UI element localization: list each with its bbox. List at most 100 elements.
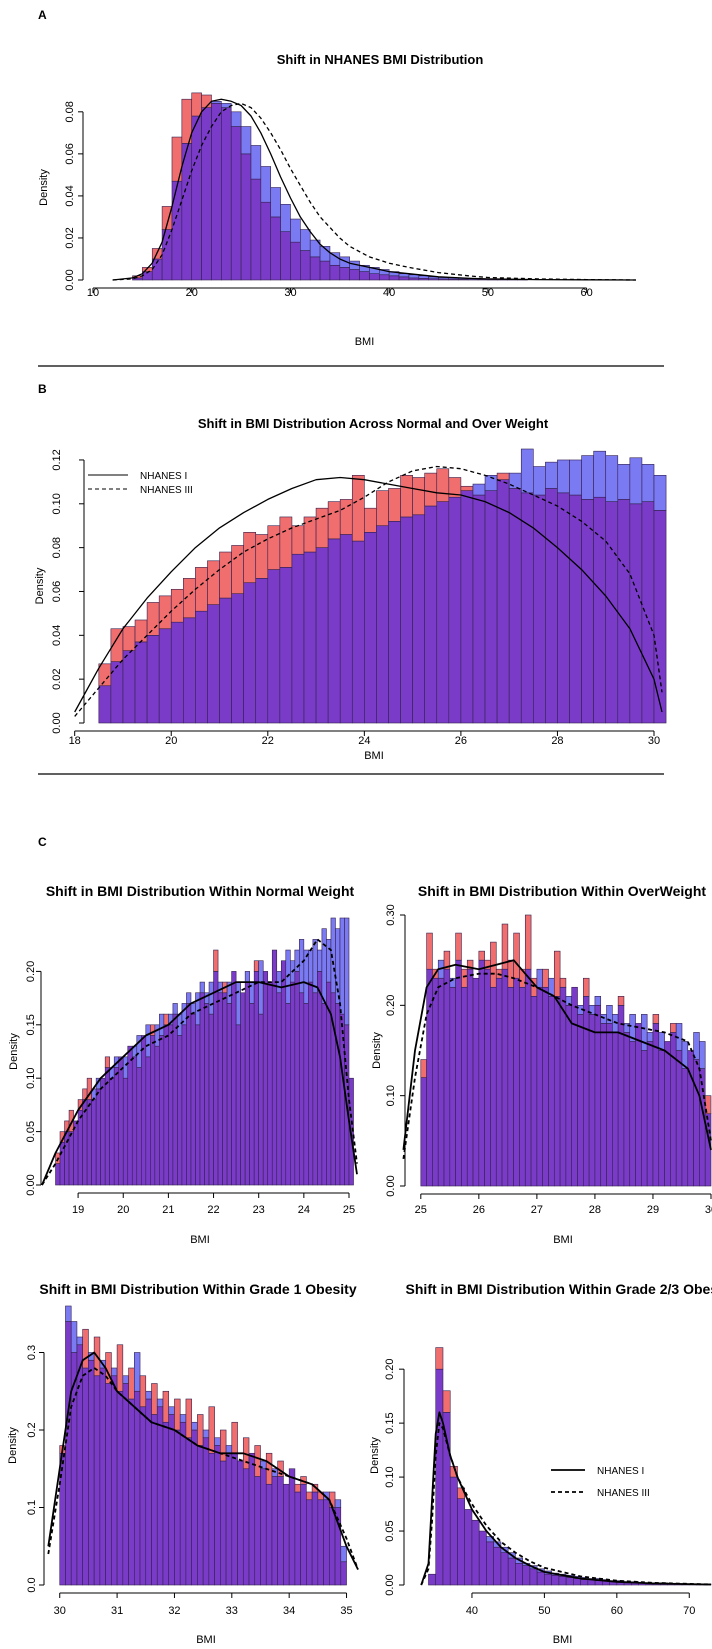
bar-nhanes3-excess <box>594 995 602 1006</box>
bar-overlap <box>253 971 259 1186</box>
y-tick-label: 0.0 <box>26 1577 38 1592</box>
bar-overlap <box>225 1452 233 1586</box>
bar-overlap <box>629 503 643 724</box>
bar-nhanes1-excess <box>426 932 433 970</box>
bar-overlap <box>162 1421 170 1586</box>
bar-nhanes3-excess <box>122 1375 129 1384</box>
bar-overlap <box>664 1041 671 1187</box>
bar-overlap <box>100 1077 106 1186</box>
bar-overlap <box>507 986 514 1187</box>
bar-overlap <box>255 578 269 724</box>
x-axis: 40 50 60 70 <box>466 1592 695 1617</box>
bar-nhanes3-excess <box>593 450 607 498</box>
bar-overlap <box>122 1077 129 1186</box>
bar-overlap <box>558 1576 567 1586</box>
x-tick-label: 33 <box>226 1605 238 1617</box>
bar-overlap <box>197 1445 204 1586</box>
bar-overlap <box>242 1468 250 1586</box>
x-axis: 30 31 32 33 34 35 <box>54 1592 353 1617</box>
y-axis: 0.00 0.02 0.04 0.06 0.08 <box>64 101 84 291</box>
bar-nhanes1-excess <box>279 516 293 568</box>
bar-nhanes3-excess <box>70 1321 78 1353</box>
bar-overlap <box>437 977 445 1187</box>
bar-nhanes3-excess <box>240 126 252 155</box>
bar-overlap <box>522 1565 531 1586</box>
bar-nhanes3-excess <box>321 928 327 1004</box>
bar-overlap <box>95 1088 101 1186</box>
x-tick-label: 27 <box>531 1204 543 1216</box>
bar-nhanes3-excess <box>329 252 341 266</box>
bar-overlap <box>319 260 331 281</box>
bar-overlap <box>219 597 232 724</box>
bar-overlap <box>270 216 281 281</box>
y-tick-label: 0.15 <box>384 1412 396 1433</box>
bar-nhanes1-excess <box>134 619 148 643</box>
bar-overlap <box>154 1045 160 1186</box>
bar-nhanes1-excess <box>400 475 413 518</box>
x-axis: 19 20 21 22 23 24 25 <box>72 1192 355 1216</box>
bar-overlap <box>208 1013 214 1186</box>
x-tick-label: 28 <box>589 1204 601 1216</box>
bar-overlap <box>600 1023 607 1187</box>
bar-nhanes3-excess <box>179 1414 187 1423</box>
bar-overlap <box>580 1579 589 1586</box>
bar-nhanes3-excess <box>646 1032 654 1042</box>
bar-overlap <box>98 685 112 724</box>
bar-nhanes3-excess <box>76 1336 83 1346</box>
bar-overlap <box>583 995 590 1187</box>
bar-nhanes1-excess <box>195 567 208 612</box>
bar-nhanes1-excess <box>163 1013 169 1026</box>
bar-overlap <box>122 1383 129 1586</box>
bar-overlap <box>294 971 300 1186</box>
x-tick-label: 30 <box>648 735 660 747</box>
bar-overlap <box>424 505 438 724</box>
bar-nhanes3-excess <box>300 229 311 251</box>
bar-nhanes1-excess <box>162 1390 170 1423</box>
bar-overlap <box>208 1452 215 1586</box>
bar-nhanes3-excess <box>312 939 318 994</box>
bar-nhanes3-excess <box>199 981 205 994</box>
bar-overlap <box>183 617 196 724</box>
y-axis-label: Density <box>369 1437 381 1474</box>
bar-overlap <box>300 1483 307 1586</box>
bars <box>420 914 712 1187</box>
bar-overlap <box>150 1035 156 1186</box>
bar-nhanes3-excess <box>168 1406 175 1415</box>
bar-nhanes3-excess <box>260 166 272 203</box>
bar-nhanes3-excess <box>299 939 305 994</box>
bar-overlap <box>329 264 341 281</box>
y-tick-label: 0.1 <box>26 1500 38 1515</box>
bar-nhanes1-excess <box>139 1375 147 1408</box>
bar-overlap <box>240 153 252 281</box>
bar-nhanes3-excess <box>202 1429 210 1439</box>
bar-nhanes1-excess <box>294 1483 301 1493</box>
bar-overlap <box>177 1035 183 1186</box>
y-tick-label: 0.06 <box>64 143 76 164</box>
x-axis-label: BMI <box>355 336 375 348</box>
bar-overlap <box>86 1099 92 1186</box>
bar-overlap <box>76 1344 83 1586</box>
bar-overlap <box>577 1014 584 1187</box>
x-tick-label: 50 <box>538 1605 550 1617</box>
bar-nhanes1-excess <box>412 477 425 516</box>
bar-nhanes3-excess <box>186 992 192 1004</box>
bar-nhanes1-excess <box>583 977 590 997</box>
bar-overlap <box>605 501 619 724</box>
legend: NHANES I NHANES III <box>88 471 193 496</box>
chart-title: Shift in BMI Distribution Within OverWei… <box>418 883 706 899</box>
x-tick-label: 35 <box>340 1605 352 1617</box>
bar-overlap <box>536 986 543 1187</box>
bar-nhanes3-excess <box>600 1014 607 1024</box>
bar-overlap <box>507 1557 516 1586</box>
bar-overlap <box>170 621 184 724</box>
bar-overlap <box>508 488 522 724</box>
bar-overlap <box>207 604 220 724</box>
bar-nhanes1-excess <box>219 551 232 599</box>
bar-nhanes1-excess <box>291 525 305 555</box>
bar-overlap <box>457 1498 466 1586</box>
bar-overlap <box>226 1003 232 1186</box>
bar-overlap <box>82 1367 89 1586</box>
legend: NHANES I NHANES III <box>551 1466 650 1499</box>
bar-overlap <box>593 496 607 724</box>
